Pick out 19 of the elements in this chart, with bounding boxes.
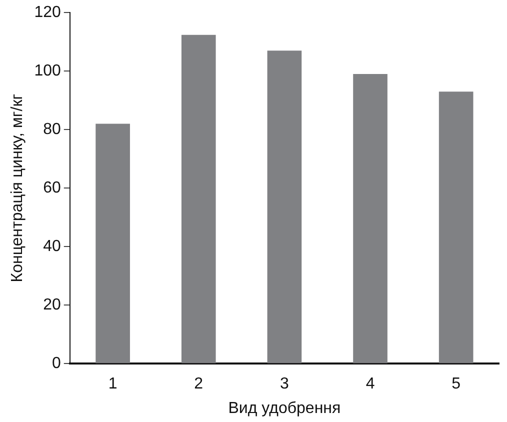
bar bbox=[353, 74, 388, 364]
bar bbox=[267, 50, 302, 364]
y-tick-label: 20 bbox=[43, 296, 61, 314]
x-axis-title: Вид удобрення bbox=[228, 400, 341, 417]
bar bbox=[96, 124, 130, 364]
x-tick-label: 4 bbox=[366, 376, 375, 393]
x-tick-label: 3 bbox=[280, 376, 289, 393]
x-tick-label: 2 bbox=[194, 376, 204, 393]
y-axis-title: Концентрація цинку, мг/кг bbox=[9, 94, 26, 282]
y-tick-label: 120 bbox=[34, 4, 61, 22]
bar bbox=[181, 34, 216, 364]
x-tick-label: 1 bbox=[108, 376, 118, 393]
y-tick-label: 40 bbox=[43, 238, 61, 256]
bar bbox=[438, 92, 474, 364]
y-tick-label: 0 bbox=[52, 355, 61, 372]
y-tick-label: 60 bbox=[43, 180, 61, 197]
y-tick-label: 80 bbox=[43, 121, 61, 138]
x-tick-label: 5 bbox=[452, 376, 461, 393]
y-tick-label: 100 bbox=[34, 62, 61, 80]
